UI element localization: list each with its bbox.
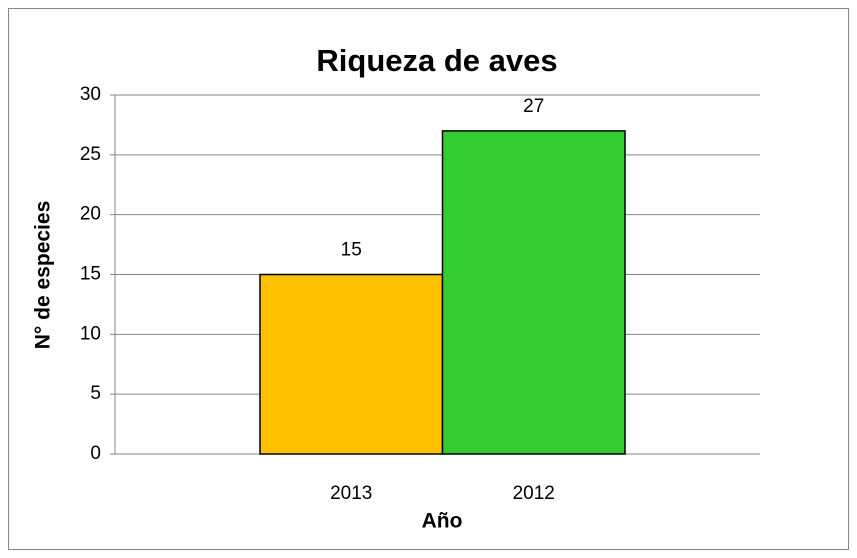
data-label: 15 [341, 240, 362, 261]
y-tick-label: 10 [80, 323, 101, 344]
data-label: 27 [523, 96, 544, 117]
y-tick-label: 30 [80, 84, 101, 105]
y-tick-label: 15 [80, 264, 101, 285]
y-axis-label: N° de especies [32, 201, 55, 349]
x-tick-label: 2012 [513, 483, 555, 504]
y-tick-label: 20 [80, 204, 101, 225]
bar [259, 273, 444, 455]
x-tick-label: 2013 [330, 483, 372, 504]
x-axis-label: Año [422, 510, 463, 533]
y-tick-label: 0 [90, 443, 101, 464]
y-tick-label: 25 [80, 144, 101, 165]
y-tick-label: 5 [90, 383, 101, 404]
chart-title: Riqueza de aves [316, 43, 557, 78]
bar [441, 130, 626, 455]
